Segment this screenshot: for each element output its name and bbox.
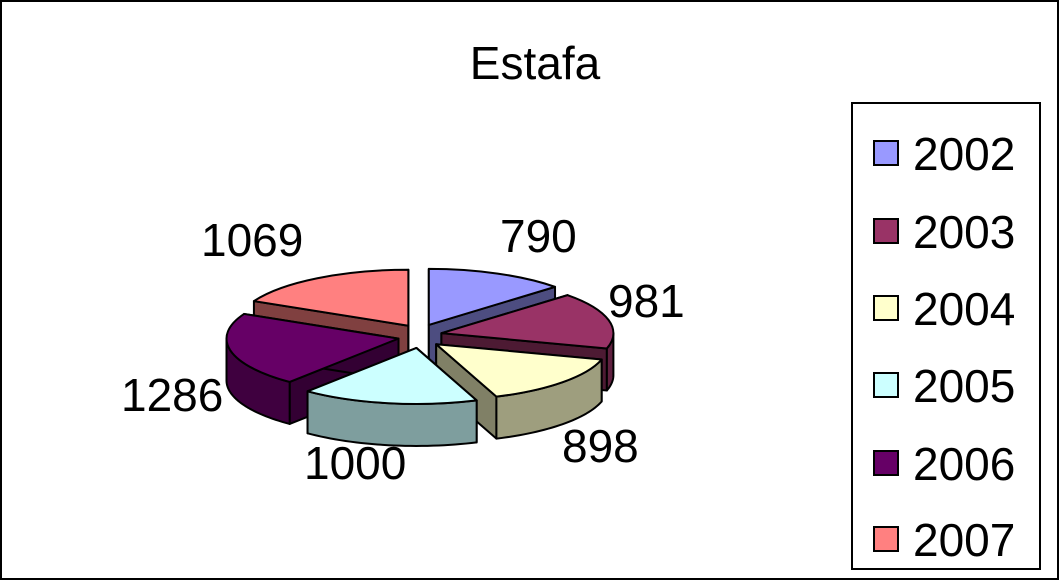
legend-label-2004: 2004 (913, 283, 1016, 335)
data-label-2002: 790 (500, 210, 577, 262)
legend-swatch-2002 (873, 140, 899, 166)
pie-slice-top-2006 (225, 312, 400, 383)
pie-slice-top-2002 (427, 267, 557, 326)
legend-label-2002: 2002 (913, 128, 1016, 180)
legend-item-2004: 2004 (853, 281, 1039, 341)
pie-slice-2005 (306, 346, 478, 447)
pie-slice-top-2007 (252, 268, 410, 327)
legend-item-2003: 2003 (853, 204, 1039, 264)
data-label-2006: 1286 (121, 369, 224, 421)
data-label-2005: 1000 (304, 437, 407, 489)
data-label-2003: 981 (608, 275, 685, 327)
legend-swatch-2007 (873, 526, 899, 552)
legend: 2002 2003 2004 2005 2006 2007 (851, 102, 1041, 570)
chart-title: Estafa (469, 37, 601, 89)
data-label-2004: 898 (562, 420, 639, 472)
legend-swatch-2004 (873, 295, 899, 321)
legend-label-2005: 2005 (913, 360, 1016, 412)
pie-slice-2004 (435, 343, 603, 440)
legend-label-2006: 2006 (913, 438, 1016, 490)
legend-swatch-2006 (873, 450, 899, 476)
legend-item-2002: 2002 (853, 126, 1039, 186)
legend-label-2003: 2003 (913, 206, 1016, 258)
legend-item-2007: 2007 (853, 512, 1039, 572)
legend-swatch-2005 (873, 372, 899, 398)
legend-swatch-2003 (873, 218, 899, 244)
legend-item-2006: 2006 (853, 436, 1039, 496)
pie-slice-top-2005 (306, 346, 478, 405)
legend-item-2005: 2005 (853, 358, 1039, 418)
pie-slice-top-2004 (435, 343, 603, 398)
legend-label-2007: 2007 (913, 514, 1016, 566)
data-label-2007: 1069 (201, 214, 304, 266)
pie-slice-top-2003 (440, 294, 615, 350)
